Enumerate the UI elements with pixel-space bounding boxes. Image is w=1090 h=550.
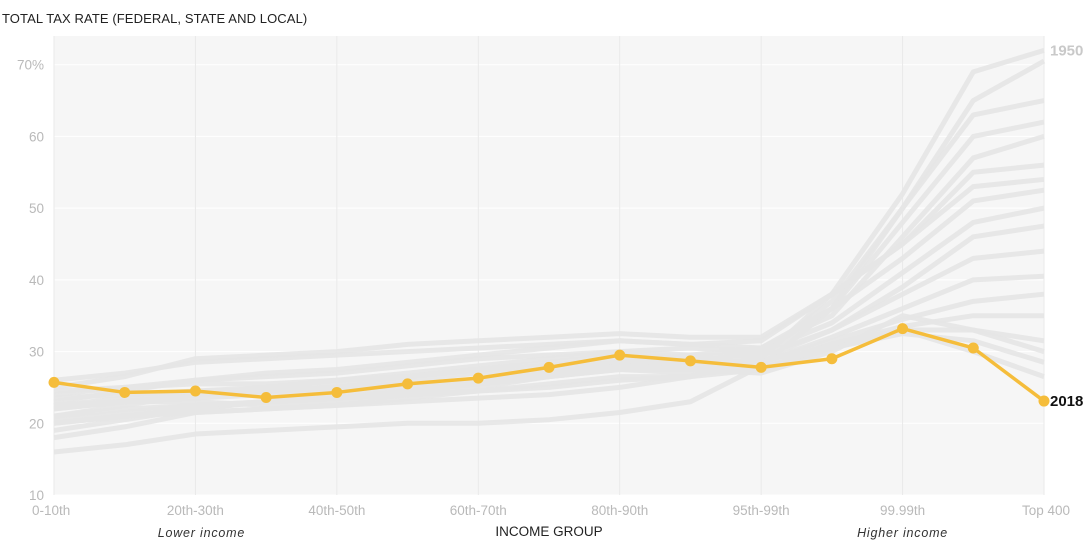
data-point-2018 [826,353,838,365]
data-point-2018 [967,342,979,354]
data-point-2018 [402,378,414,390]
x-tick-label: 0-10th [32,503,70,518]
data-point-2018 [48,376,60,388]
data-point-2018 [684,355,696,367]
data-point-2018 [189,385,201,397]
x-tick-label: Top 400 [1022,503,1070,518]
data-point-2018 [1038,395,1050,407]
y-tick-label: 10 [29,488,44,503]
data-point-2018 [331,386,343,398]
y-tick-label: 20 [29,416,44,431]
data-point-2018 [614,349,626,361]
chart-title: TOTAL TAX RATE (FEDERAL, STATE AND LOCAL… [2,11,308,26]
series-label-1950: 1950 [1050,42,1083,59]
series-line-year [53,327,1045,426]
x-tick-label: 99.99th [880,503,925,518]
y-axis-ticks: 70% 60 50 40 30 20 10 [17,58,44,503]
series-line-year [53,187,1045,405]
x-axis-label: INCOME GROUP [495,524,602,539]
x-tick-label: 60th-70th [450,503,507,518]
series-label-2018: 2018 [1050,393,1083,410]
x-tick-label: 20th-30th [167,503,224,518]
y-tick-label: 30 [29,345,44,360]
series-line-year [53,176,1045,390]
data-point-2018 [260,391,272,403]
data-point-2018 [119,386,131,398]
y-tick-label: 40 [29,273,44,288]
data-point-2018 [543,361,555,373]
y-tick-label: 60 [29,129,44,144]
x-tick-label: 95th-99th [733,503,790,518]
x-tick-label: 40th-50th [308,503,365,518]
annotation-lower-income: Lower income [158,526,245,540]
y-tick-label: 50 [29,201,44,216]
annotation-higher-income: Higher income [857,526,948,540]
data-point-2018 [755,361,767,373]
data-point-2018 [897,323,909,335]
x-axis-ticks: 0-10th 20th-30th 40th-50th 60th-70th 80th-90… [32,503,1070,518]
highlight-series [48,323,1050,407]
data-point-2018 [472,372,484,384]
y-tick-label: 70% [17,58,44,73]
end-labels: 2018 1950 [1050,42,1083,410]
series-line-year [53,313,1045,408]
x-tick-label: 80th-90th [591,503,648,518]
